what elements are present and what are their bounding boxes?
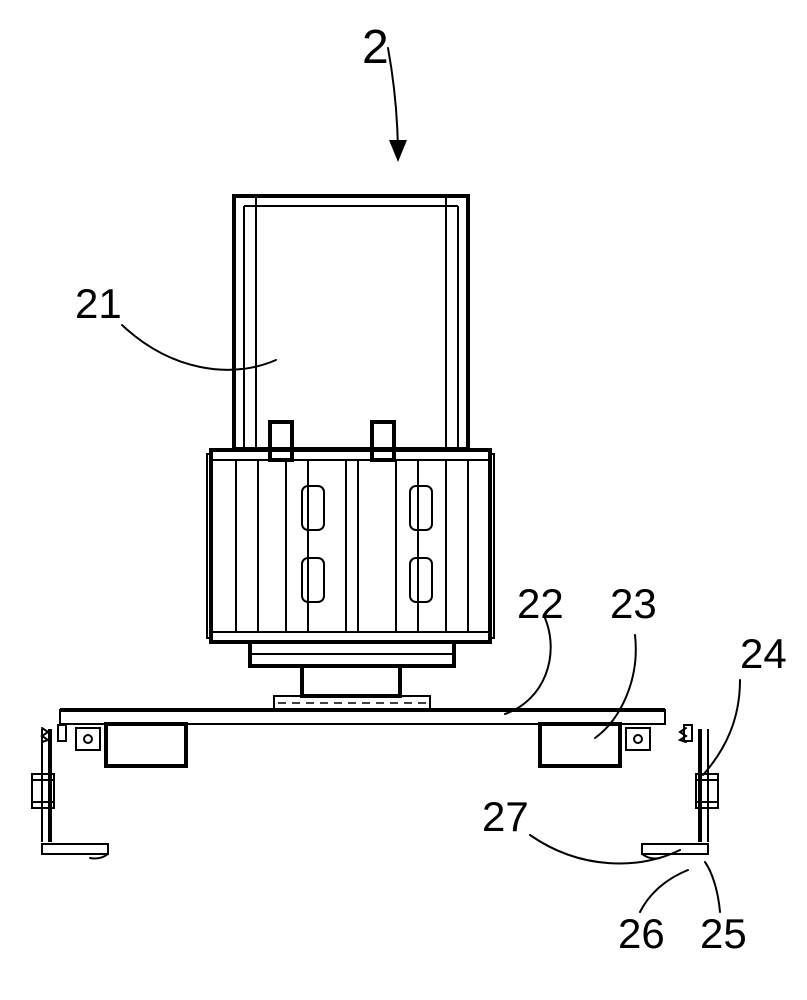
- label-27: 27: [482, 793, 529, 841]
- label-25: 25: [700, 910, 747, 958]
- label-22: 22: [517, 580, 564, 628]
- label-21: 21: [75, 280, 122, 328]
- label-26: 26: [618, 910, 665, 958]
- label-2: 2: [362, 20, 389, 75]
- label-23: 23: [610, 580, 657, 628]
- label-24: 24: [740, 630, 787, 678]
